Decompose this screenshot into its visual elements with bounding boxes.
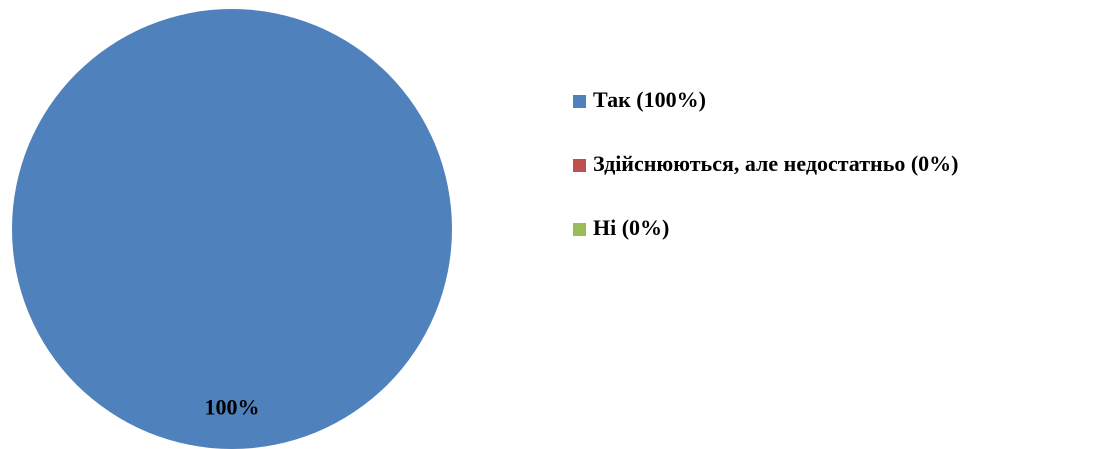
legend-swatch (573, 223, 586, 236)
legend-swatch (573, 95, 586, 108)
data-label: 100% (205, 394, 260, 419)
legend-label: Здійснюються, але недостатньо (0%) (593, 151, 958, 176)
legend-label: Так (100%) (593, 87, 706, 112)
legend-label: Ні (0%) (593, 215, 669, 240)
pie-slice (12, 9, 452, 449)
legend-swatch (573, 159, 586, 172)
